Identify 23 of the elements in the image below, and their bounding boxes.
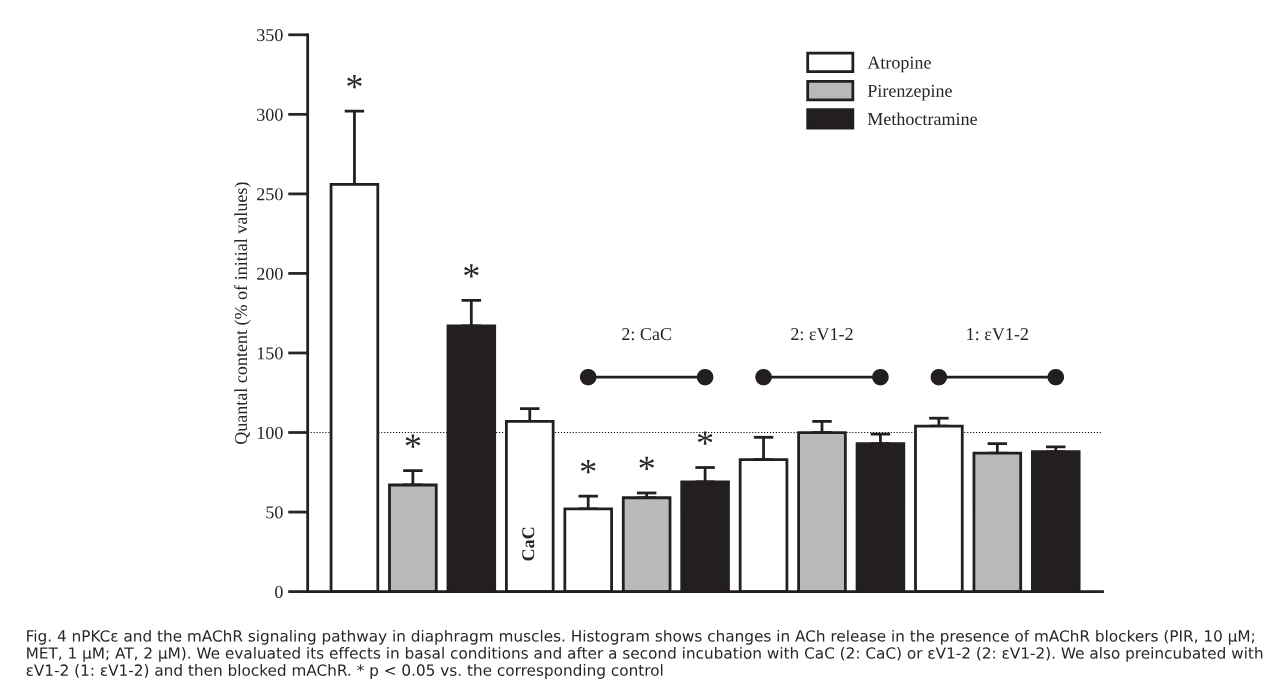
data-label: * (639, 456, 654, 471)
legend-label: Pirenzepine (867, 84, 952, 101)
data-label: * (580, 460, 596, 474)
legend-label: Methoctramine (867, 112, 977, 126)
annotation: 1: εV1-2 (967, 328, 1028, 341)
y-tick-label: 0 (275, 585, 283, 599)
caption: Fig. 4 nPKCε and the mAChR signaling pathway in diaphragm muscles. Histogram shows changes in ACh release in the presence of mAChR blockers (PIR, 10 μM; MET, 1 μM; AT, 2 μM). We evaluated its effects in basal conditions and after a second incubation with CaC (2: CaC) or εV1-2 (2: εV1-2). We also preincubated with εV1-2 (1: εV1-2) and then blocked mAChR. * p < 0.05 vs. the corresponding control (26, 629, 1263, 679)
data-label: * (347, 75, 362, 89)
y-tick-label: 150 (257, 347, 283, 360)
data-label: * (405, 434, 421, 448)
y-tick-label: 50 (266, 506, 283, 519)
annotation: 2: εV1-2 (791, 328, 853, 341)
data-label: * (464, 264, 479, 278)
y-tick-label: 350 (257, 29, 283, 42)
y-tick-label: 200 (257, 267, 283, 280)
x-tick-label: CaC (522, 527, 535, 561)
data-label: * (697, 431, 713, 445)
y-tick-label: 250 (257, 188, 283, 201)
y-tick-label: 100 (257, 426, 283, 439)
y-axis-title: Quantal content (% of initial values) (234, 182, 251, 445)
y-tick-label: 300 (257, 108, 283, 121)
annotation: 2: CaC (622, 328, 671, 341)
legend-label: Atropine (867, 56, 931, 73)
